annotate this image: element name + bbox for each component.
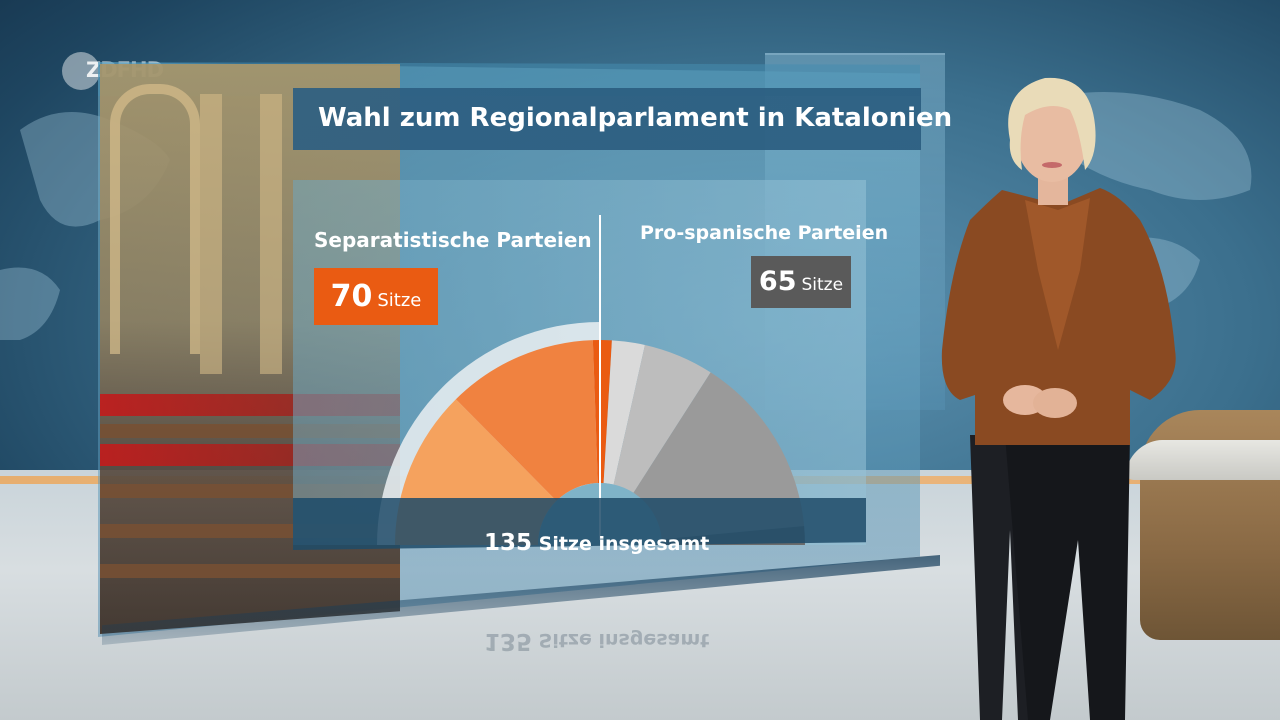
seat-segment-6 <box>633 372 805 540</box>
left-group-label: Separatistische Parteien <box>314 228 592 252</box>
logo-disc <box>62 52 100 90</box>
seat-segment-5 <box>613 344 711 493</box>
photo-pillar <box>200 94 222 374</box>
total-seats-text: Sitze insgesamt <box>538 533 710 555</box>
right-seats-unit: Sitze <box>801 275 844 295</box>
reflection-text: Sitze insgesamt <box>538 629 710 651</box>
seat-segment-4 <box>603 340 645 485</box>
right-seats-number: 65 <box>758 266 797 297</box>
floor-reflection: 135 Sitze insgesamt <box>484 628 709 654</box>
seat-segment-2 <box>455 340 598 501</box>
right-group-label: Pro-spanische Parteien <box>640 222 889 244</box>
photo-arch <box>110 84 200 354</box>
photo-bench <box>100 564 400 578</box>
total-seats-number: 135 <box>484 530 533 556</box>
left-seats-number: 70 <box>330 279 373 314</box>
total-bar <box>293 498 866 550</box>
total-seats-label: 135 Sitze insgesamt <box>484 530 709 556</box>
left-seats-badge: 70 Sitze <box>314 268 438 325</box>
chart-title: Wahl zum Regionalparlament in Katalonien <box>318 103 953 133</box>
seat-segment-3 <box>592 339 612 484</box>
left-seats-unit: Sitze <box>377 290 422 311</box>
photo-pillar <box>260 94 282 374</box>
presenter <box>941 77 1176 720</box>
majority-divider <box>599 215 601 540</box>
reflection-number: 135 <box>484 628 533 654</box>
title-bar <box>293 88 921 150</box>
right-seats-badge: 65 Sitze <box>751 256 851 308</box>
